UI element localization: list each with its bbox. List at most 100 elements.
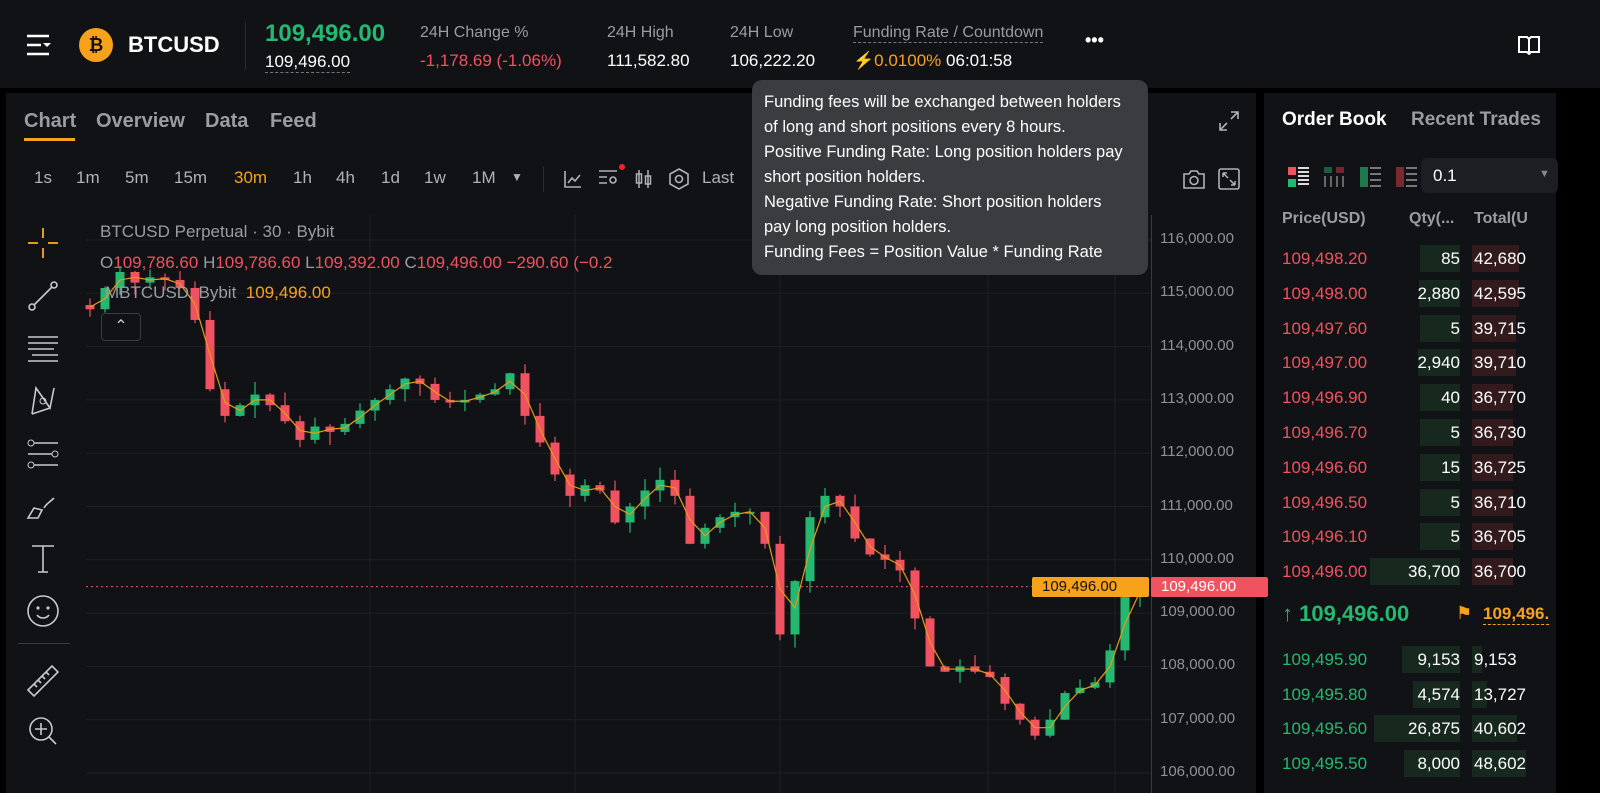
y-tick: 116,000.00 xyxy=(1160,230,1234,247)
price: 109,498.00 xyxy=(1282,283,1368,303)
ask-row[interactable]: 109,497.60 5 39,715 xyxy=(1282,313,1562,343)
funding-rate-label[interactable]: Funding Rate / Countdown xyxy=(853,24,1044,43)
o-label: O xyxy=(100,253,114,272)
book-depth-icon[interactable] xyxy=(1324,167,1346,187)
menu-icon[interactable] xyxy=(26,34,52,56)
ask-row[interactable]: 109,496.90 40 36,770 xyxy=(1282,382,1562,412)
divider xyxy=(18,643,70,644)
mark-price[interactable]: 109,496.00 xyxy=(265,52,351,73)
close-value: 109,496.00 xyxy=(416,253,502,272)
price: 109,496.00 xyxy=(1282,562,1368,582)
price: 109,496.60 xyxy=(1282,457,1368,477)
ask-row[interactable]: 109,496.10 5 36,705 xyxy=(1282,521,1562,551)
qty: 4,574 xyxy=(1417,684,1460,704)
interval-15m[interactable]: 15m xyxy=(174,168,208,187)
interval-1h[interactable]: 1h xyxy=(293,168,312,187)
pattern-icon[interactable] xyxy=(22,380,64,422)
interval-1M[interactable]: 1M xyxy=(472,168,496,187)
funding-rate-tooltip: Funding fees will be exchanged between h… xyxy=(752,80,1148,275)
indicator-icon[interactable] xyxy=(563,169,583,189)
ohlc-legend: O109,786.60 H109,786.60 L109,392.00 C109… xyxy=(100,253,612,273)
l-label: L xyxy=(305,253,315,272)
tooltip-line: short position holders. xyxy=(764,168,926,186)
tab-order-book[interactable]: Order Book xyxy=(1282,109,1387,130)
tab-overview[interactable]: Overview xyxy=(96,110,185,132)
symbol-name[interactable]: BTCUSD xyxy=(128,32,220,57)
ob-mark-price[interactable]: 109,496. xyxy=(1483,604,1550,625)
tooltip-line: Negative Funding Rate: Short position ho… xyxy=(764,193,1102,211)
interval-1w[interactable]: 1w xyxy=(424,168,446,187)
y-tick: 110,000.00 xyxy=(1160,549,1234,567)
qty-depth-bar xyxy=(1420,384,1460,412)
price-source-button[interactable]: Last xyxy=(702,168,735,187)
book-both-icon[interactable] xyxy=(1288,167,1310,187)
fullscreen-icon[interactable] xyxy=(1218,168,1240,190)
book-asks-icon[interactable] xyxy=(1396,167,1418,187)
ruler-icon[interactable] xyxy=(22,660,64,702)
total-depth-bar xyxy=(1472,314,1517,342)
chevron-down-icon[interactable]: ▼ xyxy=(511,170,523,184)
tab-chart[interactable]: Chart xyxy=(24,110,77,132)
interval-1s[interactable]: 1s xyxy=(34,168,52,187)
tab-data[interactable]: Data xyxy=(205,110,249,132)
y-tick: 106,000.00 xyxy=(1160,763,1236,780)
book-icon[interactable] xyxy=(1517,35,1541,55)
qty: 2,940 xyxy=(1417,353,1460,373)
collapse-legend-button[interactable]: ⌃ xyxy=(101,313,141,341)
qty-depth-bar xyxy=(1420,453,1460,481)
stat-label: 24H Change % xyxy=(420,24,529,41)
bid-row[interactable]: 109,495.80 4,574 13,727 xyxy=(1282,679,1562,709)
ask-row[interactable]: 109,496.00 36,700 36,700 xyxy=(1282,556,1562,586)
book-bids-icon[interactable] xyxy=(1360,167,1382,187)
last-price: 109,496.00 xyxy=(265,20,386,47)
crosshair-icon[interactable] xyxy=(22,222,64,264)
camera-icon[interactable] xyxy=(1182,168,1206,190)
more-button[interactable]: ••• xyxy=(1085,30,1104,50)
brush-icon[interactable] xyxy=(22,486,64,528)
trend-line-icon[interactable] xyxy=(22,275,64,317)
ask-row[interactable]: 109,496.50 5 36,710 xyxy=(1282,487,1562,517)
precision-value: 0.1 xyxy=(1433,166,1457,185)
chevron-down-icon: ▼ xyxy=(1539,168,1550,180)
interval-4h[interactable]: 4h xyxy=(336,168,355,187)
column-header-total: Total(U xyxy=(1474,210,1528,227)
ask-row[interactable]: 109,497.00 2,940 39,710 xyxy=(1282,347,1562,377)
ask-row[interactable]: 109,498.20 85 42,680 xyxy=(1282,243,1562,273)
ask-row[interactable]: 109,496.60 15 36,725 xyxy=(1282,452,1562,482)
bid-row[interactable]: 109,495.60 26,875 40,602 xyxy=(1282,713,1562,743)
total: 36,700 xyxy=(1474,562,1526,582)
price: 109,497.00 xyxy=(1282,353,1368,373)
interval-1d[interactable]: 1d xyxy=(381,168,400,187)
fib-icon[interactable] xyxy=(22,433,64,475)
expand-icon[interactable] xyxy=(1218,110,1240,132)
tab-recent-trades[interactable]: Recent Trades xyxy=(1411,109,1541,130)
interval-5m[interactable]: 5m xyxy=(125,168,149,187)
total: 40,602 xyxy=(1474,719,1526,739)
total-depth-bar xyxy=(1472,715,1518,743)
column-header-qty: Qty(... xyxy=(1409,210,1455,227)
text-icon[interactable] xyxy=(22,538,64,580)
total: 36,725 xyxy=(1474,457,1526,477)
y-tick: 109,000.00 xyxy=(1160,603,1236,621)
qty-depth-bar xyxy=(1418,279,1460,307)
horizontal-lines-icon[interactable] xyxy=(22,327,64,369)
qty-depth-bar xyxy=(1412,680,1460,708)
zoom-in-icon[interactable] xyxy=(22,710,64,752)
high-value: 109,786.60 xyxy=(215,253,301,272)
precision-select[interactable]: 0.1 ▼ xyxy=(1421,158,1558,193)
interval-30m[interactable]: 30m xyxy=(234,168,268,187)
settings-icon[interactable] xyxy=(667,167,691,191)
price: 109,495.90 xyxy=(1282,650,1368,669)
bid-row[interactable]: 109,495.50 8,000 48,602 xyxy=(1282,748,1562,778)
qty: 5 xyxy=(1450,492,1460,512)
templates-icon[interactable] xyxy=(598,163,626,189)
emoji-icon[interactable] xyxy=(22,590,64,632)
interval-1m[interactable]: 1m xyxy=(76,168,100,187)
bid-row[interactable]: 109,495.90 9,153 9,153 xyxy=(1282,644,1562,674)
candle-type-icon[interactable] xyxy=(634,169,654,189)
mid-price-value: 109,496.00 xyxy=(1299,601,1410,626)
ask-row[interactable]: 109,498.00 2,880 42,595 xyxy=(1282,278,1562,308)
candlestick-chart[interactable] xyxy=(0,0,1260,793)
ask-row[interactable]: 109,496.70 5 36,730 xyxy=(1282,417,1562,447)
tab-feed[interactable]: Feed xyxy=(270,110,317,132)
